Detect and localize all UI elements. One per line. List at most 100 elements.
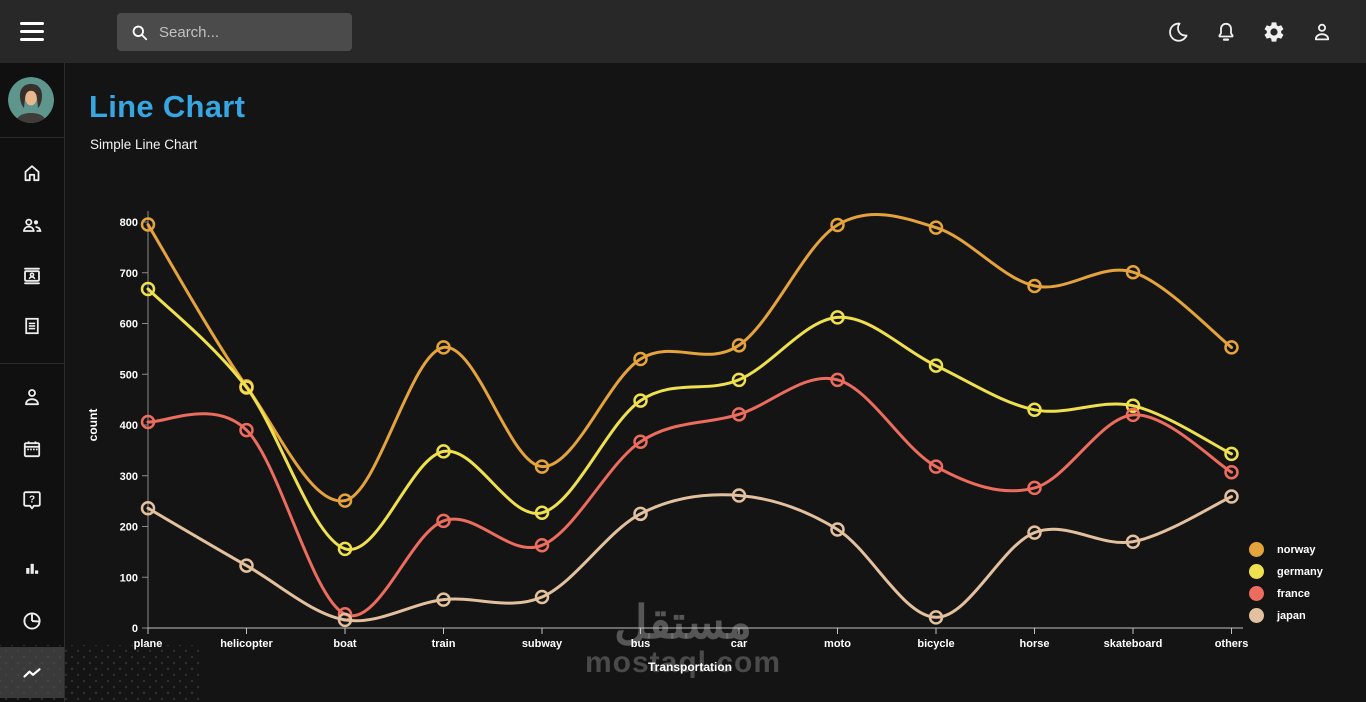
main-content: Line Chart Simple Line Chart مستقل mosta… bbox=[65, 63, 1366, 702]
data-point-france bbox=[140, 414, 156, 430]
series-line-japan bbox=[146, 493, 1233, 623]
topbar-actions bbox=[1166, 0, 1334, 63]
contact-card-icon bbox=[24, 267, 40, 284]
sidebar-item-home[interactable] bbox=[0, 147, 64, 198]
calendar-icon bbox=[23, 440, 41, 457]
avatar-image bbox=[8, 77, 54, 123]
legend-swatch bbox=[1249, 542, 1264, 557]
data-point-japan bbox=[633, 506, 648, 522]
data-point-norway bbox=[337, 493, 353, 508]
series-line-germany bbox=[146, 287, 1233, 551]
sidebar: ? bbox=[0, 63, 65, 702]
series-line-france bbox=[146, 376, 1233, 618]
legend-item-france[interactable]: france bbox=[1249, 586, 1323, 601]
x-tick-label: bicycle bbox=[917, 638, 954, 650]
legend-label: japan bbox=[1277, 609, 1306, 622]
sidebar-item-calendar[interactable] bbox=[0, 423, 64, 474]
data-point-japan bbox=[731, 488, 747, 503]
sidebar-item-help[interactable]: ? bbox=[0, 474, 64, 525]
y-tick-label: 800 bbox=[120, 217, 138, 229]
data-point-norway bbox=[830, 217, 845, 233]
moon-icon bbox=[1169, 22, 1188, 42]
sidebar-item-receipt[interactable] bbox=[0, 300, 64, 351]
data-point-france bbox=[1224, 464, 1239, 480]
bell-icon bbox=[1218, 22, 1234, 41]
y-tick-label: 500 bbox=[120, 369, 138, 381]
receipt-icon bbox=[25, 317, 39, 334]
data-point-france bbox=[436, 513, 451, 529]
x-tick-label: boat bbox=[333, 638, 357, 650]
data-point-japan bbox=[830, 522, 845, 537]
data-point-france bbox=[1027, 480, 1042, 496]
data-point-france bbox=[731, 407, 747, 422]
data-point-germany bbox=[1125, 398, 1141, 413]
data-point-germany bbox=[1027, 402, 1042, 418]
legend-item-norway[interactable]: norway bbox=[1249, 542, 1323, 557]
data-point-japan bbox=[534, 589, 550, 605]
legend-item-japan[interactable]: japan bbox=[1249, 608, 1323, 623]
sidebar-item-bar-chart[interactable] bbox=[0, 543, 64, 594]
x-tick-label: others bbox=[1215, 638, 1249, 650]
avatar[interactable] bbox=[8, 77, 54, 123]
sidebar-item-people[interactable] bbox=[0, 199, 64, 250]
x-tick-label: bus bbox=[631, 638, 651, 650]
legend-swatch bbox=[1249, 586, 1264, 601]
search-box[interactable] bbox=[117, 13, 352, 51]
data-point-norway bbox=[436, 340, 451, 355]
bar-chart-icon bbox=[26, 563, 39, 574]
data-point-japan bbox=[337, 612, 353, 628]
legend-label: germany bbox=[1277, 565, 1323, 578]
y-tick-label: 600 bbox=[120, 319, 138, 331]
data-point-japan bbox=[1125, 534, 1141, 549]
sidebar-item-contact-card[interactable] bbox=[0, 250, 64, 301]
data-point-france bbox=[633, 434, 648, 449]
pie-chart-icon bbox=[23, 611, 41, 630]
x-tick-label: helicopter bbox=[220, 638, 273, 650]
notifications-button[interactable] bbox=[1214, 20, 1238, 44]
y-tick-label: 0 bbox=[132, 623, 138, 635]
data-point-japan bbox=[1224, 489, 1239, 504]
data-point-norway bbox=[731, 338, 747, 353]
data-point-norway bbox=[1027, 278, 1042, 294]
line-chart-canvas[interactable]: 0 100 200 300 400 500 600 700 800 plane helicopter… bbox=[65, 63, 1366, 702]
settings-button[interactable] bbox=[1262, 20, 1286, 44]
data-point-norway bbox=[1125, 264, 1141, 280]
x-axis-title: Transportation bbox=[648, 660, 732, 674]
data-point-germany bbox=[830, 310, 845, 325]
data-point-germany bbox=[239, 380, 254, 395]
data-point-germany bbox=[1224, 446, 1239, 462]
chart-legend: norway germany france japan bbox=[1249, 542, 1323, 623]
y-tick-label: 200 bbox=[120, 522, 138, 534]
sidebar-item-pie-chart[interactable] bbox=[0, 595, 64, 646]
data-point-germany bbox=[731, 372, 747, 388]
search-input[interactable] bbox=[159, 23, 329, 41]
x-tick-label: car bbox=[731, 638, 748, 650]
account-button[interactable] bbox=[1310, 20, 1334, 44]
x-tick-label: skateboard bbox=[1104, 638, 1163, 650]
legend-item-germany[interactable]: germany bbox=[1249, 564, 1323, 579]
data-point-norway bbox=[140, 217, 156, 232]
data-point-japan bbox=[140, 500, 156, 516]
data-point-germany bbox=[534, 505, 550, 521]
data-point-norway bbox=[633, 351, 648, 367]
data-point-norway bbox=[1224, 340, 1239, 355]
x-tick-label: subway bbox=[522, 638, 563, 650]
data-point-france bbox=[534, 538, 550, 553]
svg-text:?: ? bbox=[29, 494, 35, 505]
data-point-germany bbox=[928, 358, 944, 373]
series-line-norway bbox=[146, 213, 1233, 503]
menu-button[interactable] bbox=[20, 22, 44, 41]
dark-mode-button[interactable] bbox=[1166, 20, 1190, 44]
x-tick-label: moto bbox=[824, 638, 851, 650]
data-point-france bbox=[1125, 407, 1141, 423]
data-point-germany bbox=[633, 393, 648, 408]
data-point-japan bbox=[436, 592, 451, 607]
y-tick-label: 400 bbox=[120, 420, 138, 432]
sidebar-item-line-chart[interactable] bbox=[0, 647, 64, 698]
data-point-france bbox=[928, 459, 944, 474]
people-icon bbox=[22, 218, 42, 232]
help-icon: ? bbox=[23, 490, 41, 509]
sidebar-item-person[interactable] bbox=[0, 371, 64, 422]
x-tick-label: horse bbox=[1020, 638, 1050, 650]
y-tick-label: 700 bbox=[120, 268, 138, 280]
